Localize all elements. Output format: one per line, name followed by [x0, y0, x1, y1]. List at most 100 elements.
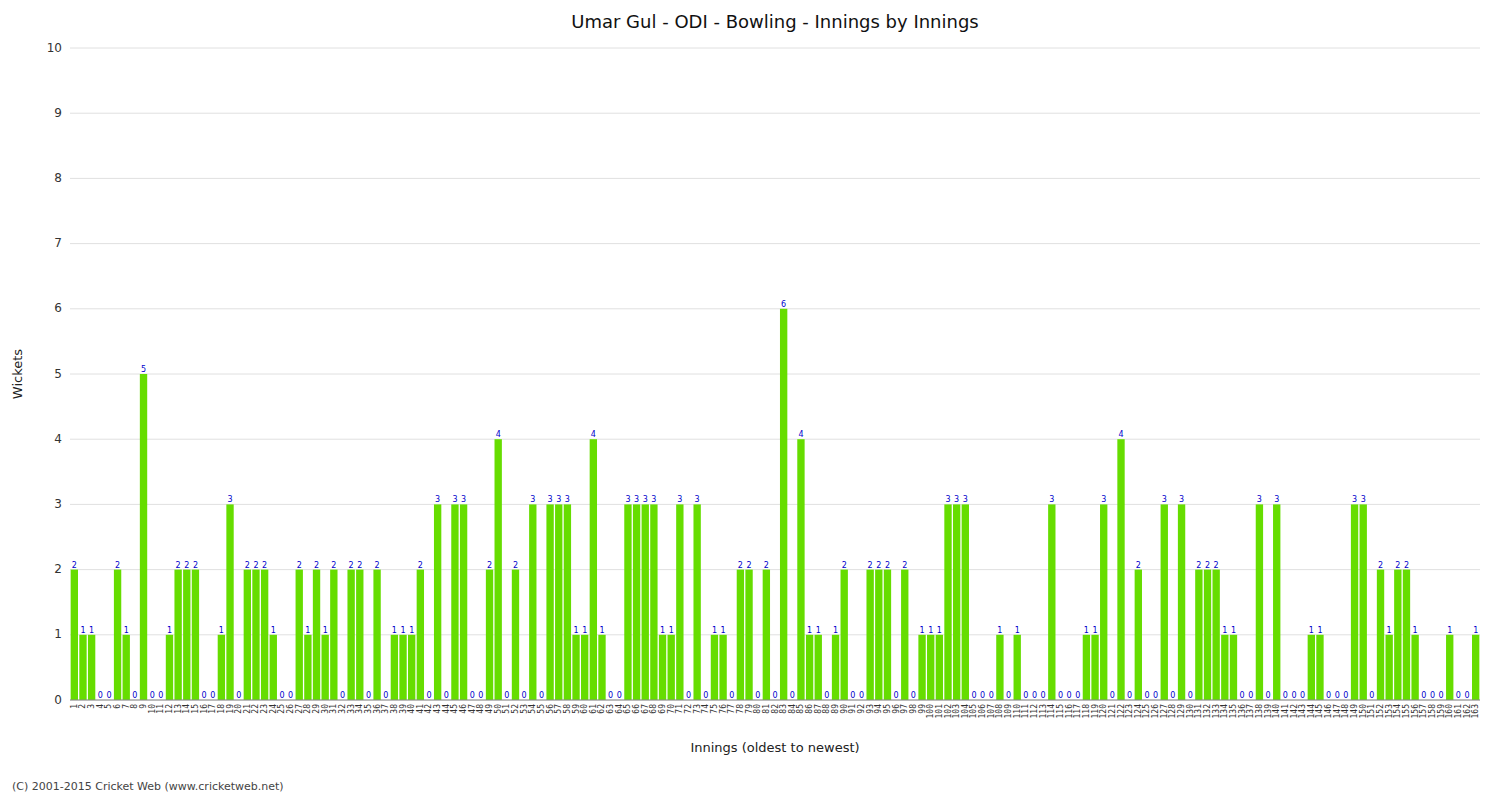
bar: [996, 635, 1003, 700]
data-label: 1: [1231, 626, 1236, 635]
x-tick-label: 101: [935, 704, 944, 719]
x-tick-label: 22: [251, 704, 260, 714]
data-label: 1: [124, 626, 129, 635]
bar: [88, 635, 95, 700]
data-label: 3: [1101, 495, 1106, 504]
x-tick-label: 143: [1298, 704, 1307, 719]
bar: [1316, 635, 1323, 700]
data-label: 2: [868, 561, 873, 570]
x-tick-label: 4: [96, 704, 105, 709]
x-tick-label: 2: [78, 704, 87, 709]
x-tick-label: 60: [580, 704, 589, 714]
x-tick-label: 156: [1411, 704, 1420, 719]
bar: [408, 635, 415, 700]
data-label: 1: [937, 626, 942, 635]
data-label: 1: [219, 626, 224, 635]
x-tick-label: 32: [338, 704, 347, 714]
y-axis-label: Wickets: [10, 349, 25, 399]
data-label: 2: [1205, 561, 1210, 570]
bar: [659, 635, 666, 700]
data-label: 3: [651, 495, 656, 504]
bar: [451, 504, 458, 700]
bar: [399, 635, 406, 700]
grid-line: [70, 308, 1480, 309]
x-tick-label: 123: [1125, 704, 1134, 719]
data-label: 1: [392, 626, 397, 635]
data-label: 1: [582, 626, 587, 635]
grid-line: [70, 48, 1480, 49]
bar: [1377, 570, 1384, 700]
y-tick-label: 3: [54, 497, 62, 511]
data-label: 1: [1387, 626, 1392, 635]
data-label: 0: [1439, 691, 1444, 700]
data-label: 2: [842, 561, 847, 570]
y-tick-label: 10: [47, 41, 62, 55]
x-tick-label: 34: [355, 704, 364, 714]
bar: [1351, 504, 1358, 700]
data-label: 3: [435, 495, 440, 504]
bar: [192, 570, 199, 700]
x-tick-label: 126: [1151, 704, 1160, 719]
data-label: 2: [193, 561, 198, 570]
y-tick-label: 1: [54, 627, 62, 641]
data-label: 0: [1300, 691, 1305, 700]
x-tick-label: 137: [1246, 704, 1255, 719]
data-label: 3: [954, 495, 959, 504]
x-tick-label: 51: [502, 704, 511, 714]
bar: [79, 635, 86, 700]
bar: [218, 635, 225, 700]
chart-svg: 0123456789102110021050012220013022210021…: [0, 0, 1500, 800]
data-label: 1: [1413, 626, 1418, 635]
data-label: 2: [72, 561, 77, 570]
x-tick-label: 57: [554, 704, 563, 714]
data-labels: 2110021050012220013022210021212022020111…: [72, 300, 1478, 700]
x-tick-label: 103: [952, 704, 961, 719]
x-tick-label: 64: [615, 704, 624, 714]
data-label: 3: [548, 495, 553, 504]
data-label: 0: [1430, 691, 1435, 700]
bar: [114, 570, 121, 700]
x-tick-label: 79: [745, 704, 754, 714]
data-label: 0: [772, 691, 777, 700]
grid-line: [70, 569, 1480, 570]
bar: [832, 635, 839, 700]
bar: [676, 504, 683, 700]
x-tick-label: 87: [814, 704, 823, 714]
data-label: 2: [747, 561, 752, 570]
x-tick-label: 18: [217, 704, 226, 714]
data-label: 0: [1075, 691, 1080, 700]
bar: [693, 504, 700, 700]
grid-line: [70, 113, 1480, 114]
data-label: 3: [1162, 495, 1167, 504]
data-label: 1: [920, 626, 925, 635]
data-label: 1: [599, 626, 604, 635]
x-tick-label: 90: [840, 704, 849, 714]
data-label: 0: [106, 691, 111, 700]
x-tick-label: 24: [269, 704, 278, 714]
data-label: 0: [236, 691, 241, 700]
x-tick-label: 73: [693, 704, 702, 714]
bar: [1360, 504, 1367, 700]
data-label: 0: [1335, 691, 1340, 700]
x-tick-label: 63: [606, 704, 615, 714]
x-tick-label: 93: [866, 704, 875, 714]
x-tick-label: 26: [286, 704, 295, 714]
data-label: 0: [617, 691, 622, 700]
data-label: 2: [262, 561, 267, 570]
x-tick-label: 80: [753, 704, 762, 714]
data-label: 0: [202, 691, 207, 700]
x-tick-label: 1: [70, 704, 79, 709]
x-tick-label: 121: [1108, 704, 1117, 719]
x-tick-label: 77: [727, 704, 736, 714]
x-tick-label: 55: [537, 704, 546, 714]
data-label: 0: [1456, 691, 1461, 700]
x-tick-label: 108: [995, 704, 1004, 719]
data-label: 0: [539, 691, 544, 700]
data-label: 0: [911, 691, 916, 700]
x-tick-label: 19: [226, 704, 235, 714]
x-tick-label: 61: [589, 704, 598, 714]
x-tick-label: 28: [303, 704, 312, 714]
y-axis: 012345678910: [47, 41, 62, 707]
x-tick-label: 128: [1168, 704, 1177, 719]
x-tick-label: 47: [468, 704, 477, 714]
